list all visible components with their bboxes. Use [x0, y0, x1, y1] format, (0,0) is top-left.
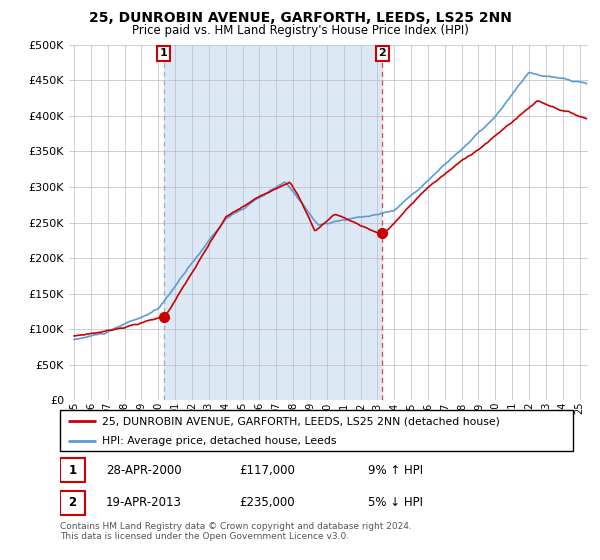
- Text: 1: 1: [68, 464, 76, 477]
- FancyBboxPatch shape: [60, 410, 573, 451]
- Text: HPI: Average price, detached house, Leeds: HPI: Average price, detached house, Leed…: [102, 436, 337, 446]
- Text: 2: 2: [379, 48, 386, 58]
- Text: £235,000: £235,000: [239, 497, 295, 510]
- Bar: [164, 45, 382, 400]
- Text: 2: 2: [68, 497, 76, 510]
- Text: 5% ↓ HPI: 5% ↓ HPI: [368, 497, 423, 510]
- Text: 19-APR-2013: 19-APR-2013: [106, 497, 182, 510]
- Text: Contains HM Land Registry data © Crown copyright and database right 2024.
This d: Contains HM Land Registry data © Crown c…: [60, 522, 412, 542]
- Text: 28-APR-2000: 28-APR-2000: [106, 464, 182, 477]
- FancyBboxPatch shape: [60, 491, 85, 515]
- Text: 25, DUNROBIN AVENUE, GARFORTH, LEEDS, LS25 2NN (detached house): 25, DUNROBIN AVENUE, GARFORTH, LEEDS, LS…: [102, 417, 500, 426]
- Text: 1: 1: [160, 48, 167, 58]
- Text: 25, DUNROBIN AVENUE, GARFORTH, LEEDS, LS25 2NN: 25, DUNROBIN AVENUE, GARFORTH, LEEDS, LS…: [89, 11, 511, 25]
- FancyBboxPatch shape: [60, 459, 85, 482]
- Text: 9% ↑ HPI: 9% ↑ HPI: [368, 464, 423, 477]
- Text: £117,000: £117,000: [239, 464, 295, 477]
- Text: Price paid vs. HM Land Registry's House Price Index (HPI): Price paid vs. HM Land Registry's House …: [131, 24, 469, 36]
